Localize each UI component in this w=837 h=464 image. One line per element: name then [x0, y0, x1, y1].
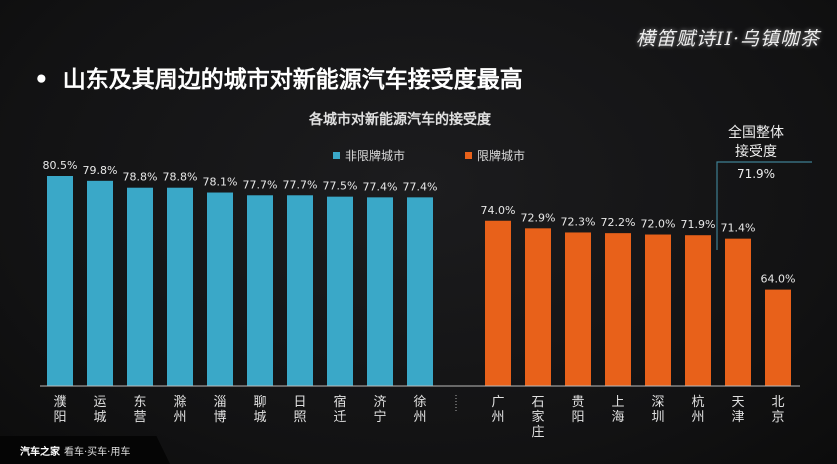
- legend-swatch: [465, 152, 472, 159]
- data-label: 74.0%: [481, 204, 516, 217]
- legend-swatch: [333, 152, 340, 159]
- logo: 横笛赋诗II·乌镇咖茶: [636, 28, 821, 50]
- bar: [765, 289, 791, 386]
- data-label: 77.4%: [363, 180, 398, 193]
- data-label: 71.9%: [681, 218, 716, 231]
- annotation-bracket: [716, 161, 812, 250]
- category-label: 聊城: [253, 395, 266, 425]
- data-label: 77.4%: [403, 180, 438, 193]
- bar: [485, 220, 511, 386]
- data-label: 77.7%: [243, 178, 278, 191]
- data-label: 78.8%: [123, 171, 158, 184]
- bar: [645, 234, 671, 386]
- footer-brand: 汽车之家 看车·买车·用车: [0, 436, 170, 464]
- category-label: 淄博: [213, 395, 226, 425]
- legend-label: 限牌城市: [477, 149, 526, 163]
- bar: [367, 197, 393, 386]
- bar: [287, 195, 313, 386]
- bar: [407, 197, 433, 386]
- annotation-line2: 接受度: [735, 143, 777, 160]
- brand-slogan: 看车·买车·用车: [64, 446, 131, 458]
- category-label: 贵阳: [571, 395, 584, 425]
- category-label: 天津: [731, 395, 744, 425]
- slide-heading: • 山东及其周边的城市对新能源汽车接受度最高: [34, 60, 523, 94]
- legend-restricted: 限牌城市: [465, 147, 525, 164]
- annotation-value: 71.9%: [737, 167, 775, 181]
- category-label: 石家庄: [531, 395, 544, 440]
- data-label: 78.1%: [203, 176, 238, 189]
- brand-name: 汽车之家: [20, 446, 60, 458]
- bar: [605, 233, 631, 386]
- category-label: 深圳: [651, 395, 664, 425]
- bar: [565, 232, 591, 386]
- bar: [207, 192, 233, 386]
- category-label: 杭州: [691, 395, 704, 425]
- bar: [685, 235, 711, 386]
- bar: [247, 195, 273, 386]
- data-label: 64.0%: [761, 273, 796, 286]
- bar: [87, 180, 113, 386]
- bar: [725, 238, 751, 386]
- bar: [167, 187, 193, 386]
- annotation-line1: 全国整体: [728, 124, 784, 141]
- category-label: 北京: [771, 395, 784, 425]
- data-label: 77.5%: [323, 180, 358, 193]
- data-label: 79.8%: [83, 164, 118, 177]
- category-label: 济宁: [373, 395, 386, 425]
- category-label: 上海: [611, 395, 624, 425]
- data-label: 72.9%: [521, 211, 556, 224]
- category-label: 东营: [133, 395, 146, 425]
- category-label: 滁州: [173, 394, 186, 425]
- bullet: •: [34, 67, 49, 93]
- heading-text: 山东及其周边的城市对新能源汽车接受度最高: [62, 67, 523, 93]
- category-label: 运城: [93, 395, 106, 425]
- data-label: 72.0%: [641, 218, 676, 231]
- data-label: 72.3%: [561, 215, 596, 228]
- bar: [127, 187, 153, 386]
- data-label: 80.5%: [43, 159, 78, 172]
- category-label: 日照: [293, 395, 306, 425]
- data-label: 78.8%: [163, 171, 198, 184]
- data-label: 71.4%: [721, 222, 756, 235]
- data-label: 77.7%: [283, 178, 318, 191]
- legend-label: 非限牌城市: [345, 149, 406, 163]
- legend-non-restricted: 非限牌城市: [333, 147, 405, 164]
- category-label: 广州: [491, 395, 504, 425]
- bar: [525, 228, 551, 386]
- data-label: 72.2%: [601, 216, 636, 229]
- chart-title: 各城市对新能源汽车的接受度: [309, 112, 491, 128]
- category-label: 宿迁: [333, 394, 346, 425]
- bar: [47, 176, 73, 386]
- bar: [327, 196, 353, 386]
- category-label: 徐州: [413, 395, 426, 425]
- category-label: 濮阳: [53, 395, 66, 425]
